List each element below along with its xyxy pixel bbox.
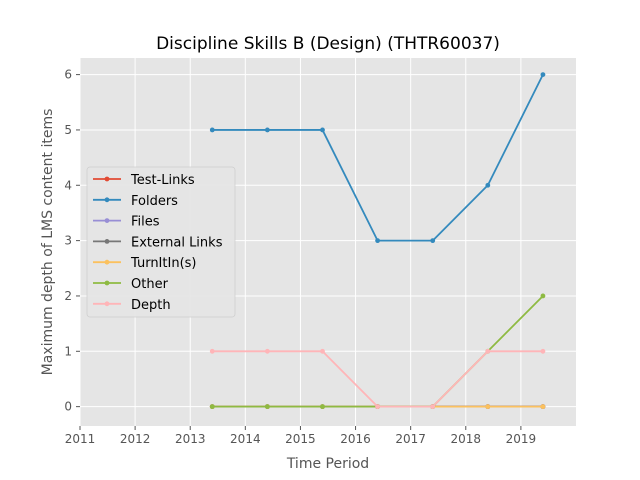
legend-marker-other: [104, 280, 110, 286]
data-point-folders: [375, 238, 380, 244]
series-depth: [209, 348, 546, 410]
data-point-depth: [264, 348, 270, 354]
legend-marker-turnitin-s: [104, 259, 110, 265]
legend-marker-folders: [104, 197, 110, 203]
x-tick-label: 2011: [65, 432, 96, 446]
legend-marker-external-links: [104, 239, 110, 244]
legend-label: Test-Links: [130, 173, 195, 188]
data-point-depth: [430, 404, 436, 410]
legend-label: Depth: [131, 298, 171, 313]
data-point-folders: [430, 238, 436, 244]
legend-label: External Links: [131, 235, 223, 250]
series-folders: [209, 72, 546, 244]
x-tick-label: 2015: [285, 432, 316, 446]
x-tick-label: 2018: [451, 432, 482, 446]
y-tick-label: 2: [64, 289, 72, 303]
data-point-depth: [540, 348, 546, 354]
legend-label: Files: [131, 215, 160, 230]
y-axis: 0 1 2 3 4 5 6: [64, 68, 80, 414]
x-tick-label: 2016: [340, 432, 371, 446]
y-axis-label: Maximum depth of LMS content items: [40, 109, 56, 376]
legend-marker-depth: [104, 301, 110, 307]
grid: [79, 58, 576, 426]
data-point-other: [264, 404, 270, 410]
data-point-folders: [209, 127, 215, 133]
x-tick-label: 2013: [175, 432, 206, 446]
y-tick-label: 6: [64, 68, 72, 82]
data-point-other: [540, 293, 546, 299]
data-point-folders: [540, 72, 546, 78]
x-tick-label: 2019: [506, 432, 537, 446]
legend-box: [86, 166, 236, 318]
legend-label: Other: [131, 277, 169, 292]
data-point-folders: [264, 127, 270, 133]
data-point-folders: [320, 127, 325, 133]
x-tick-label: 2017: [395, 432, 426, 446]
data-point-depth: [485, 348, 491, 354]
data-point-folders: [485, 182, 491, 188]
data-point-depth: [375, 404, 380, 410]
legend-label: TurnItIn(s): [130, 256, 196, 271]
chart-title: Discipline Skills B (Design) (THTR60037): [156, 34, 500, 54]
data-point-depth: [320, 348, 325, 354]
x-axis: 2011 2012 2013 2014 2015 2016 2017 2018 2019: [65, 426, 536, 446]
y-tick-label: 1: [64, 344, 72, 358]
series-layer: [209, 72, 546, 410]
x-tick-label: 2012: [120, 432, 151, 446]
legend: Test-Links Folders Files External Links Turn…: [86, 166, 236, 318]
legend-marker-test-links: [104, 176, 110, 182]
y-tick-label: 0: [64, 400, 72, 414]
y-tick-label: 3: [64, 234, 72, 248]
data-point-turnitin-s: [485, 404, 491, 410]
legend-label: Folders: [131, 194, 178, 209]
data-point-depth: [209, 348, 215, 354]
x-tick-label: 2014: [230, 432, 261, 446]
x-axis-label: Time Period: [286, 456, 369, 472]
data-point-other: [320, 404, 325, 410]
data-point-other: [209, 404, 215, 410]
data-point-turnitin-s: [540, 404, 546, 410]
y-tick-label: 5: [64, 123, 72, 137]
legend-marker-files: [104, 218, 110, 224]
y-tick-label: 4: [64, 178, 72, 192]
